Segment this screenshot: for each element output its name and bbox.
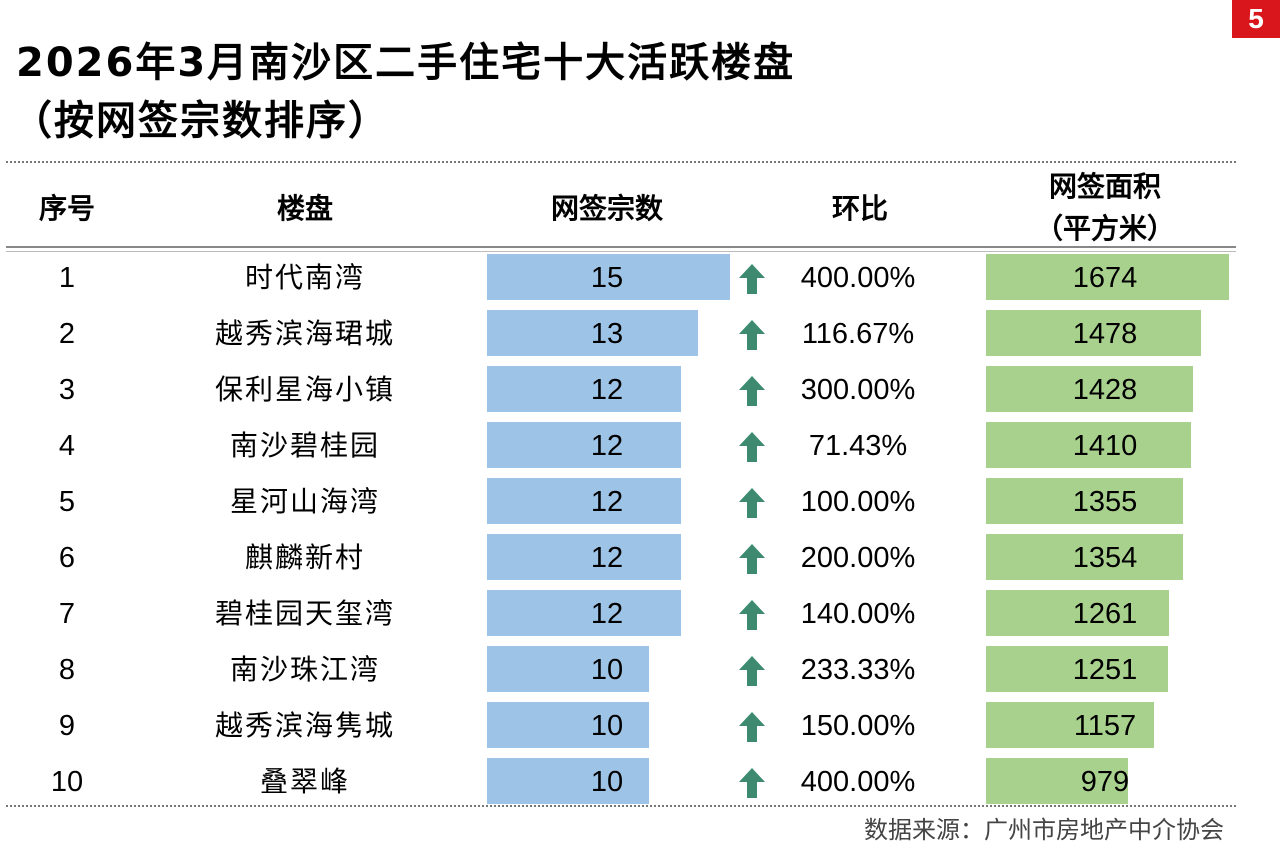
rank-cell: 7 — [58, 598, 76, 630]
area-label: 1428 — [1072, 374, 1138, 406]
area-bar — [986, 422, 1191, 468]
subtitle: （按网签宗数排序） — [12, 98, 390, 144]
count-bar — [487, 254, 730, 300]
header-count: 网签宗数 — [550, 192, 663, 225]
count-label: 10 — [590, 710, 624, 742]
area-label: 1674 — [1072, 262, 1138, 294]
header-name: 楼盘 — [276, 192, 333, 225]
rank-cell: 1 — [58, 262, 76, 294]
count-bar — [487, 422, 682, 468]
rank-cell: 10 — [50, 766, 84, 798]
up-arrow-icon — [737, 710, 767, 744]
name-cell: 保利星海小镇 — [214, 373, 395, 406]
up-arrow-icon — [737, 318, 767, 352]
header-rank: 序号 — [38, 192, 95, 225]
up-arrow-icon — [737, 486, 767, 520]
page-number-badge: 5 — [1232, 0, 1280, 38]
count-bar — [487, 310, 698, 356]
title: 2026年3月南沙区二手住宅十大活跃楼盘 — [16, 40, 796, 86]
count-label: 15 — [590, 262, 624, 294]
header-mom: 环比 — [831, 192, 888, 225]
rank-cell: 8 — [58, 654, 76, 686]
name-cell: 星河山海湾 — [229, 485, 380, 518]
count-label: 12 — [590, 486, 624, 518]
area-label: 1157 — [1073, 710, 1137, 742]
count-bar — [487, 534, 682, 580]
up-arrow-icon — [737, 374, 767, 408]
count-label: 10 — [590, 654, 624, 686]
name-cell: 越秀滨海珺城 — [214, 317, 395, 350]
rank-cell: 6 — [58, 542, 76, 574]
count-label: 12 — [590, 374, 624, 406]
area-label: 1261 — [1072, 598, 1138, 630]
mom-cell: 116.67% — [801, 318, 915, 350]
area-label: 1355 — [1072, 486, 1138, 518]
area-bar — [986, 534, 1183, 580]
mom-cell: 71.43% — [808, 430, 908, 462]
area-bar — [986, 702, 1154, 748]
up-arrow-icon — [737, 542, 767, 576]
name-cell: 南沙碧桂园 — [229, 429, 380, 462]
count-label: 12 — [590, 598, 624, 630]
area-label: 1410 — [1072, 430, 1138, 462]
name-cell: 碧桂园天玺湾 — [214, 597, 395, 630]
area-bar — [986, 254, 1229, 300]
mom-cell: 233.33% — [800, 654, 916, 686]
count-bar — [487, 590, 682, 636]
count-label: 12 — [590, 430, 624, 462]
area-bar — [986, 366, 1194, 412]
mom-cell: 300.00% — [800, 374, 916, 406]
mom-cell: 200.00% — [800, 542, 916, 574]
rank-cell: 3 — [58, 374, 76, 406]
count-bar — [487, 478, 682, 524]
up-arrow-icon — [737, 598, 767, 632]
area-bar — [986, 310, 1201, 356]
count-label: 13 — [590, 318, 624, 350]
rank-cell: 5 — [58, 486, 76, 518]
up-arrow-icon — [737, 430, 767, 464]
mom-cell: 400.00% — [800, 766, 916, 798]
count-bar — [487, 646, 649, 692]
name-cell: 时代南湾 — [244, 261, 365, 294]
count-bar — [487, 366, 682, 412]
area-label: 1354 — [1072, 542, 1138, 574]
mom-cell: 100.00% — [800, 486, 916, 518]
count-bar — [487, 702, 649, 748]
area-bar — [986, 758, 1129, 804]
header-rule — [6, 246, 1236, 252]
header-area: 网签面积 — [1048, 170, 1161, 203]
up-arrow-icon — [737, 766, 767, 800]
rank-cell: 4 — [58, 430, 76, 462]
up-arrow-icon — [737, 262, 767, 296]
mom-cell: 400.00% — [800, 262, 916, 294]
area-bar — [986, 646, 1168, 692]
area-bar — [986, 590, 1170, 636]
rank-cell: 2 — [58, 318, 76, 350]
count-bar — [487, 758, 649, 804]
rank-cell: 9 — [58, 710, 76, 742]
name-cell: 越秀滨海隽城 — [214, 709, 395, 742]
name-cell: 叠翠峰 — [259, 765, 350, 798]
name-cell: 南沙珠江湾 — [229, 653, 380, 686]
area-bar — [986, 478, 1183, 524]
mom-cell: 140.00% — [800, 598, 916, 630]
name-cell: 麒麟新村 — [244, 541, 365, 574]
count-label: 10 — [590, 766, 624, 798]
up-arrow-icon — [737, 654, 767, 688]
area-label: 979 — [1080, 766, 1130, 798]
mom-cell: 150.00% — [800, 710, 916, 742]
header-area-unit: （平方米） — [1034, 212, 1175, 245]
source-note: 数据来源：广州市房地产中介协会 — [864, 816, 1224, 844]
top-rule — [6, 161, 1236, 163]
bottom-rule — [6, 805, 1236, 807]
count-label: 12 — [590, 542, 624, 574]
area-label: 1478 — [1072, 318, 1138, 350]
area-label: 1251 — [1072, 654, 1138, 686]
